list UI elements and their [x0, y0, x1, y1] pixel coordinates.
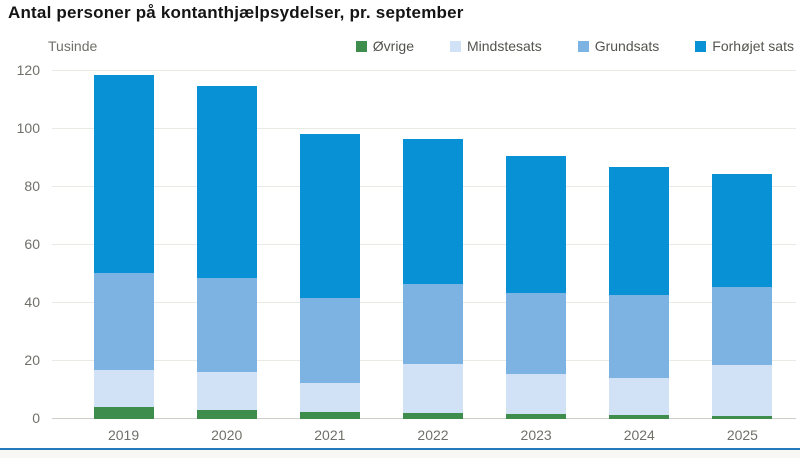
y-tick-label-80: 80 — [24, 178, 40, 194]
bar-slot-2025 — [691, 71, 794, 419]
chart-title: Antal personer på kontanthjælpsydelser, … — [8, 3, 464, 22]
segment-mindstesats-2025 — [712, 365, 773, 417]
plot-area-wrap: 0 20 40 60 80 100 120 2019 2020 2021 2022 2023 2024… — [0, 62, 796, 443]
x-tick-label-2022: 2022 — [417, 427, 449, 443]
segment-ovrige-2025 — [712, 416, 773, 419]
segment-ovrige-2021 — [299, 411, 360, 419]
legend-item-mindstesats: Mindstesats — [450, 38, 542, 54]
segment-forhojet-sats-2021 — [299, 134, 360, 298]
segment-mindstesats-2024 — [609, 377, 670, 416]
y-tick-label-40: 40 — [24, 294, 40, 310]
bar-slot-2020 — [175, 71, 278, 419]
legend-swatch-ovrige — [355, 40, 367, 52]
segment-forhojet-sats-2023 — [506, 155, 567, 293]
legend-swatch-forhojet-sats — [695, 40, 707, 52]
segment-grundsats-2024 — [609, 295, 670, 378]
segment-grundsats-2020 — [196, 277, 257, 372]
x-tick-label-2021: 2021 — [314, 427, 346, 443]
segment-forhojet-sats-2020 — [196, 86, 257, 278]
bars-container — [72, 71, 794, 419]
segment-forhojet-sats-2022 — [402, 139, 463, 285]
legend-swatch-grundsats — [577, 40, 589, 52]
legend-item-forhojet-sats: Forhøjet sats — [695, 38, 794, 54]
segment-mindstesats-2020 — [196, 371, 257, 410]
legend-label-grundsats: Grundsats — [594, 38, 660, 54]
legend-item-grundsats: Grundsats — [577, 38, 660, 54]
stacked-bar-2020 — [196, 71, 257, 419]
segment-grundsats-2025 — [712, 287, 773, 366]
stacked-bar-2025 — [712, 71, 773, 419]
segment-grundsats-2019 — [93, 272, 154, 370]
stacked-bar-2019 — [93, 71, 154, 419]
x-axis-labels: 2019 2020 2021 2022 2023 2024 2025 — [72, 427, 794, 443]
y-tick-label-120: 120 — [16, 62, 40, 78]
segment-grundsats-2022 — [402, 284, 463, 364]
segment-forhojet-sats-2024 — [609, 167, 670, 296]
segment-grundsats-2023 — [506, 292, 567, 375]
legend-label-mindstesats: Mindstesats — [467, 38, 542, 54]
segment-grundsats-2021 — [299, 297, 360, 384]
legend-label-forhojet-sats: Forhøjet sats — [712, 38, 794, 54]
stacked-bar-2021 — [299, 71, 360, 419]
chart-meta-row: Tusinde Øvrige Mindstesats Grundsats Forhøj… — [48, 38, 794, 54]
y-tick-label-20: 20 — [24, 352, 40, 368]
segment-ovrige-2019 — [93, 407, 154, 419]
bar-slot-2023 — [485, 71, 588, 419]
bar-slot-2024 — [588, 71, 691, 419]
segment-forhojet-sats-2025 — [712, 173, 773, 288]
segment-forhojet-sats-2019 — [93, 74, 154, 273]
x-tick-label-2023: 2023 — [520, 427, 552, 443]
stacked-bar-2022 — [402, 71, 463, 419]
segment-mindstesats-2022 — [402, 363, 463, 413]
chart-legend: Øvrige Mindstesats Grundsats Forhøjet sats — [355, 38, 794, 54]
y-tick-label-60: 60 — [24, 236, 40, 252]
x-tick-label-2025: 2025 — [726, 427, 758, 443]
x-tick-label-2019: 2019 — [107, 427, 140, 443]
bar-slot-2021 — [278, 71, 381, 419]
x-tick-label-2020: 2020 — [211, 427, 243, 443]
y-axis-unit-label: Tusinde — [48, 38, 98, 54]
plot-area: 0 20 40 60 80 100 120 — [17, 62, 796, 426]
footer-accent-line — [0, 448, 800, 450]
y-tick-label-100: 100 — [16, 120, 40, 136]
legend-label-ovrige: Øvrige — [372, 38, 414, 54]
gridline-y-100: 100 — [17, 120, 796, 136]
segment-ovrige-2022 — [402, 412, 463, 419]
segment-mindstesats-2023 — [506, 374, 567, 414]
stacked-bar-2023 — [506, 71, 567, 419]
gridline-y-120: 120 — [17, 62, 796, 78]
bar-slot-2022 — [381, 71, 484, 419]
segment-mindstesats-2021 — [299, 383, 360, 412]
bar-slot-2019 — [72, 71, 175, 419]
segment-mindstesats-2019 — [93, 369, 154, 408]
segment-ovrige-2020 — [196, 409, 257, 419]
y-tick-label-0: 0 — [32, 410, 40, 426]
legend-swatch-mindstesats — [450, 40, 461, 52]
legend-item-ovrige: Øvrige — [355, 38, 414, 54]
segment-ovrige-2023 — [506, 413, 567, 419]
x-tick-label-2024: 2024 — [623, 427, 655, 443]
footer-margin-strip — [0, 450, 800, 458]
stacked-bar-2024 — [609, 71, 670, 419]
segment-ovrige-2024 — [609, 415, 670, 419]
